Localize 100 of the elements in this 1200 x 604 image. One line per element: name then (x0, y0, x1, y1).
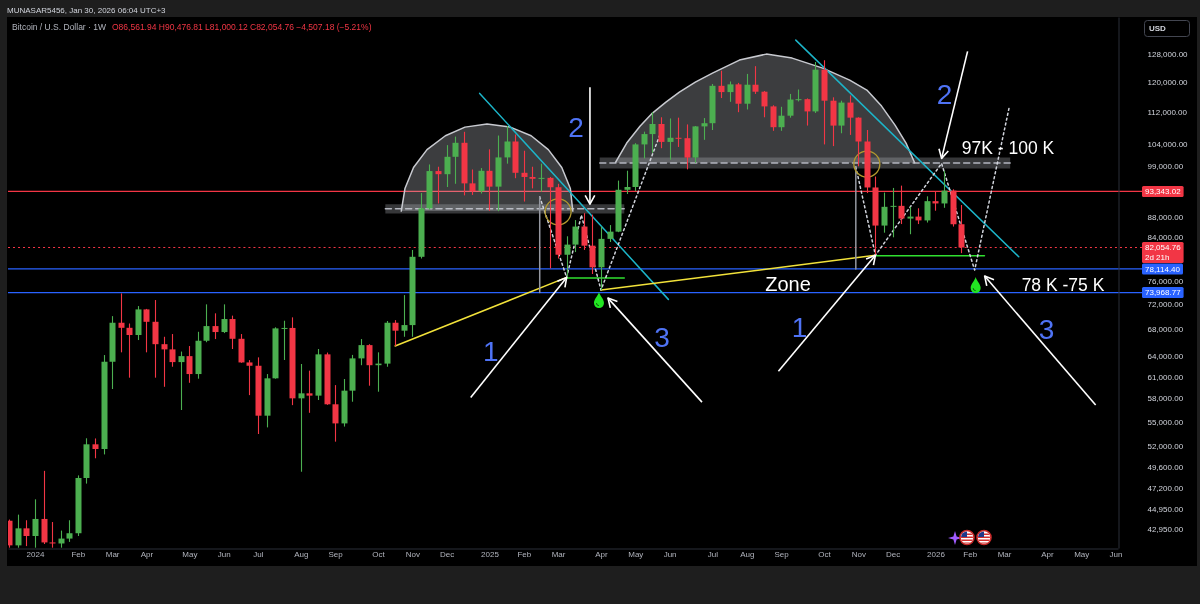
candlestick (529, 166, 536, 189)
annotation: 2 (936, 79, 953, 111)
candlestick (727, 80, 734, 103)
candlestick (186, 345, 193, 384)
x-tick-label: Jun (217, 550, 231, 560)
x-tick-label: Apr (1041, 550, 1054, 560)
candlestick (229, 315, 236, 350)
candlestick (143, 308, 150, 353)
x-tick-label: Oct (372, 550, 386, 560)
candlestick (281, 320, 288, 361)
x-tick-label: Feb (71, 550, 86, 560)
y-tick-label: 104,000.00 (1147, 140, 1189, 150)
annotation: 3 (1038, 313, 1055, 345)
candlestick (804, 97, 811, 127)
candlestick (847, 94, 854, 136)
candlestick (667, 117, 674, 161)
y-tick-label: 76,000.00 (1147, 276, 1184, 286)
candlestick (444, 144, 451, 188)
candlestick (684, 123, 691, 170)
candlestick (641, 131, 648, 159)
candlestick (169, 333, 176, 368)
y-tick-label: 99,000.00 (1147, 161, 1184, 171)
candlestick (675, 117, 682, 148)
x-tick-label: Sep (774, 550, 790, 560)
text: O86,561.94 H90,476.81 L81,000.12 C82,054.76 −4,507.18 (−5.21%) (112, 22, 372, 32)
annotation: 3 (654, 321, 670, 353)
ref-line-label: 93,343.02 (1145, 187, 1182, 197)
candlestick (306, 370, 313, 414)
text: MUNASAR5456, Jan 30, 2026 06:04 UTC+3 (7, 5, 167, 15)
y-tick-label: 61,000.00 (1147, 372, 1184, 382)
candlestick (787, 93, 794, 119)
y-tick-label: 68,000.00 (1147, 325, 1184, 335)
candlestick (855, 116, 862, 167)
line-series (855, 107, 1010, 271)
candlestick (15, 514, 22, 548)
x-tick-label: Dec (885, 550, 901, 560)
x-tick-label: May (1074, 550, 1090, 560)
candlestick (392, 319, 399, 347)
x-tick-label: Apr (140, 550, 154, 560)
candlestick (23, 519, 30, 547)
candlestick (907, 206, 914, 235)
candlestick (66, 519, 73, 543)
annotation: 1 (482, 336, 499, 368)
y-tick-label: 42,950.00 (1147, 525, 1184, 535)
x-tick-label: Dec (439, 550, 455, 560)
ref-line-label: 78,114.40 (1145, 264, 1181, 274)
x-tick-label: Mar (105, 550, 120, 560)
x-tick-label: 2026 (927, 550, 946, 560)
candlestick (118, 292, 125, 353)
candlestick (589, 214, 596, 275)
candlestick (572, 219, 579, 253)
candlestick (203, 303, 210, 343)
candlestick (770, 104, 777, 132)
y-tick-label: 55,000.00 (1147, 417, 1184, 427)
candlestick (126, 322, 133, 379)
candlestick (298, 363, 305, 473)
candlestick (504, 125, 511, 165)
candlestick (452, 136, 459, 185)
candlestick (92, 437, 99, 459)
candlestick (564, 235, 571, 278)
candlestick (478, 167, 485, 195)
y-tick-label: 49,600.00 (1147, 462, 1184, 472)
y-axis-title: USD (1149, 24, 1167, 34)
candlestick (401, 294, 408, 338)
candlestick (658, 116, 665, 149)
y-tick-label: 64,000.00 (1147, 351, 1184, 361)
x-tick-label: Mar (997, 550, 1012, 560)
x-tick-label: 2024 (26, 550, 45, 560)
x-tick-label: Jun (663, 550, 677, 560)
candlestick (358, 338, 365, 366)
y-tick-label: 112,000.00 (1147, 108, 1188, 118)
ref-line-label: 73,968.77 (1145, 288, 1182, 298)
x-tick-label: Jun (1109, 550, 1123, 560)
x-tick-label: Feb (963, 550, 978, 560)
x-tick-label: Aug (740, 550, 755, 560)
candlestick (238, 333, 245, 364)
y-tick-label: 72,000.00 (1147, 300, 1184, 310)
candlestick (890, 187, 897, 238)
y-tick-label: 120,000.00 (1147, 78, 1189, 88)
candlestick (332, 384, 339, 443)
candlestick (838, 100, 845, 134)
candlestick (178, 350, 185, 411)
x-tick-label: Jul (253, 550, 264, 560)
candlestick (246, 359, 253, 396)
candlestick (624, 170, 631, 195)
x-tick-label: Sep (328, 550, 344, 560)
candlestick (778, 106, 785, 132)
x-tick-label: Oct (818, 550, 832, 560)
y-tick-label: 47,200.00 (1147, 484, 1184, 494)
candlestick (735, 82, 742, 113)
y-tick-label: 52,000.00 (1147, 441, 1184, 451)
x-tick-label: 2025 (481, 550, 500, 560)
annotation: 97K - 100 K (961, 138, 1055, 159)
y-tick-label: 128,000.00 (1147, 50, 1189, 60)
x-tick-label: May (182, 550, 198, 560)
y-tick-label: 88,000.00 (1147, 213, 1184, 223)
x-tick-label: Apr (595, 550, 609, 560)
x-tick-label: Feb (517, 550, 532, 560)
candlestick (881, 192, 888, 234)
candlestick (752, 65, 759, 95)
